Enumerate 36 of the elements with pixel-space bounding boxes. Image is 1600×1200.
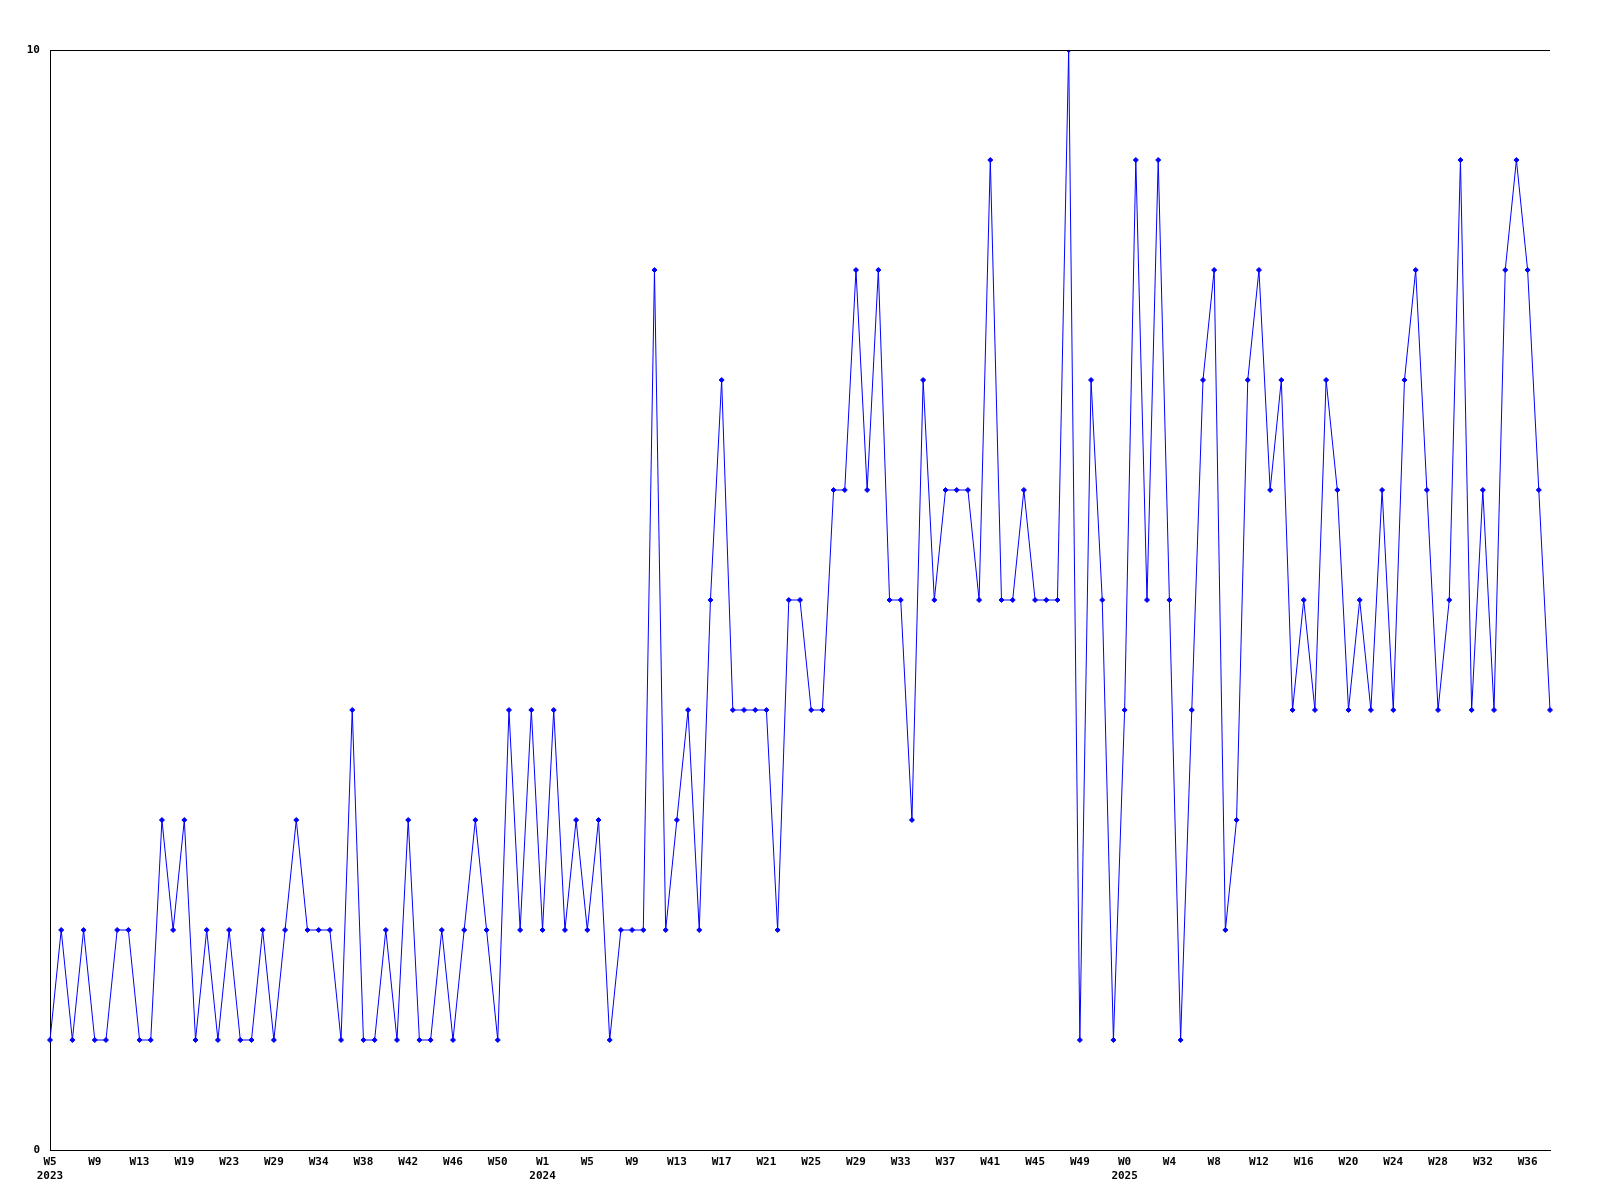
x-tick-label: W45 xyxy=(1025,1155,1046,1169)
x-tick-label: W13 xyxy=(129,1155,150,1169)
x-tick-label: W33 xyxy=(890,1155,911,1169)
x-tick-label: W42 xyxy=(398,1155,419,1169)
x-tick-label: W49 xyxy=(1069,1155,1090,1169)
x-tick-label: W29 xyxy=(846,1155,866,1169)
x-tick-label: W25 xyxy=(801,1155,822,1169)
x-tick-label: W38 xyxy=(353,1155,374,1169)
x-tick-label: W28 xyxy=(1428,1155,1448,1169)
x-tick-label: W19 xyxy=(174,1155,195,1169)
x-tick-label: W13 xyxy=(666,1155,687,1169)
x-tick-label: W24 xyxy=(1383,1155,1404,1169)
x-tick-label: W0 2025 xyxy=(1111,1155,1138,1182)
x-tick-label: W32 xyxy=(1472,1155,1493,1169)
x-tick-label: W16 xyxy=(1293,1155,1315,1169)
x-tick-label: W23 xyxy=(219,1155,240,1169)
x-tick-label: W8 xyxy=(1207,1155,1221,1169)
y-tick-label: 0 xyxy=(33,1142,40,1156)
x-tick-label: W5 xyxy=(580,1155,594,1169)
x-tick-label: W9 xyxy=(88,1155,102,1169)
x-tick-label: W37 xyxy=(935,1155,956,1169)
x-tick-label: W5 2023 xyxy=(36,1155,64,1182)
x-tick-label: W34 xyxy=(308,1155,329,1169)
x-tick-label: W20 xyxy=(1338,1155,1359,1169)
x-tick-label: W9 xyxy=(625,1155,639,1169)
x-tick-label: W46 xyxy=(443,1155,464,1169)
x-tick-label: W12 xyxy=(1249,1155,1269,1169)
x-tick-label: W50 xyxy=(487,1155,508,1169)
x-tick-label: W29 xyxy=(263,1155,284,1169)
x-tick-label: W1 2024 xyxy=(529,1155,557,1182)
y-tick-label: 10 xyxy=(26,42,40,56)
x-tick-label: W4 xyxy=(1162,1155,1177,1169)
x-tick-label: W21 xyxy=(756,1155,777,1169)
x-tick-label: W36 xyxy=(1517,1155,1538,1169)
x-tick-label: W41 xyxy=(980,1155,1001,1169)
x-tick-label: W17 xyxy=(711,1155,732,1169)
